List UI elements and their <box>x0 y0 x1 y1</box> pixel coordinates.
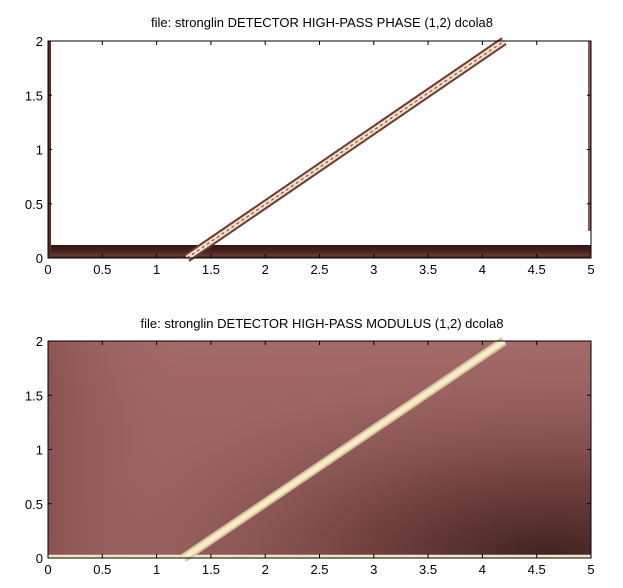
phase-y-tick-label: 1 <box>36 143 43 158</box>
modulus-y-tick-label: 2 <box>36 334 43 349</box>
modulus-dark-region <box>48 341 591 558</box>
phase-x-tick-label: 0 <box>44 262 51 277</box>
phase-y-tick-label: 0.5 <box>25 197 43 212</box>
phase-x-tick-label: 2.5 <box>310 262 328 277</box>
modulus-x-tick-label: 4.5 <box>528 562 546 577</box>
modulus-x-tick-label: 2.5 <box>310 562 328 577</box>
modulus-x-tick-label: 0.5 <box>93 562 111 577</box>
phase-ridge-dash <box>186 40 505 259</box>
modulus-x-tick-label: 3.5 <box>419 562 437 577</box>
phase-x-tick-label: 0.5 <box>93 262 111 277</box>
phase-y-axis: 0 0.5 1 1.5 2 <box>25 34 591 266</box>
phase-y-tick-label: 1.5 <box>25 88 43 103</box>
modulus-ridge <box>182 338 506 561</box>
phase-x-tick-label: 1 <box>153 262 160 277</box>
modulus-x-tick-label: 0 <box>44 562 51 577</box>
modulus-y-tick-label: 0 <box>36 551 43 566</box>
modulus-x-tick-label: 1 <box>153 562 160 577</box>
modulus-x-axis: 0 0.5 1 1.5 2 2.5 3 3.5 4 4.5 5 <box>44 341 595 577</box>
phase-x-tick-label: 3 <box>370 262 377 277</box>
phase-x-tick-label: 3.5 <box>419 262 437 277</box>
modulus-x-tick-label: 3 <box>370 562 377 577</box>
modulus-x-tick-label: 2 <box>262 562 269 577</box>
modulus-panel: file: stronglin DETECTOR HIGH-PASS MODUL… <box>25 316 595 577</box>
modulus-x-tick-label: 1.5 <box>202 562 220 577</box>
phase-right-edge-strip <box>588 41 591 231</box>
modulus-y-tick-label: 1.5 <box>25 388 43 403</box>
phase-x-tick-label: 4 <box>479 262 486 277</box>
phase-title: file: stronglin DETECTOR HIGH-PASS PHASE… <box>151 15 493 30</box>
phase-x-axis: 0 0.5 1 1.5 2 2.5 3 3.5 4 4.5 5 <box>44 41 595 277</box>
phase-x-tick-label: 1.5 <box>202 262 220 277</box>
modulus-y-axis: 0 0.5 1 1.5 2 <box>25 334 591 566</box>
modulus-x-tick-label: 5 <box>587 562 594 577</box>
modulus-y-tick-label: 1 <box>36 443 43 458</box>
phase-y-tick-label: 2 <box>36 34 43 49</box>
phase-y-tick-label: 0 <box>36 251 43 266</box>
modulus-title: file: stronglin DETECTOR HIGH-PASS MODUL… <box>141 316 504 331</box>
modulus-x-tick-label: 4 <box>479 562 486 577</box>
phase-panel: file: stronglin DETECTOR HIGH-PASS PHASE… <box>25 15 595 277</box>
phase-x-tick-label: 2 <box>262 262 269 277</box>
phase-low-band <box>48 244 591 258</box>
phase-x-tick-label: 5 <box>587 262 594 277</box>
phase-plot-background <box>48 41 591 258</box>
modulus-y-tick-label: 0.5 <box>25 497 43 512</box>
phase-x-tick-label: 4.5 <box>528 262 546 277</box>
